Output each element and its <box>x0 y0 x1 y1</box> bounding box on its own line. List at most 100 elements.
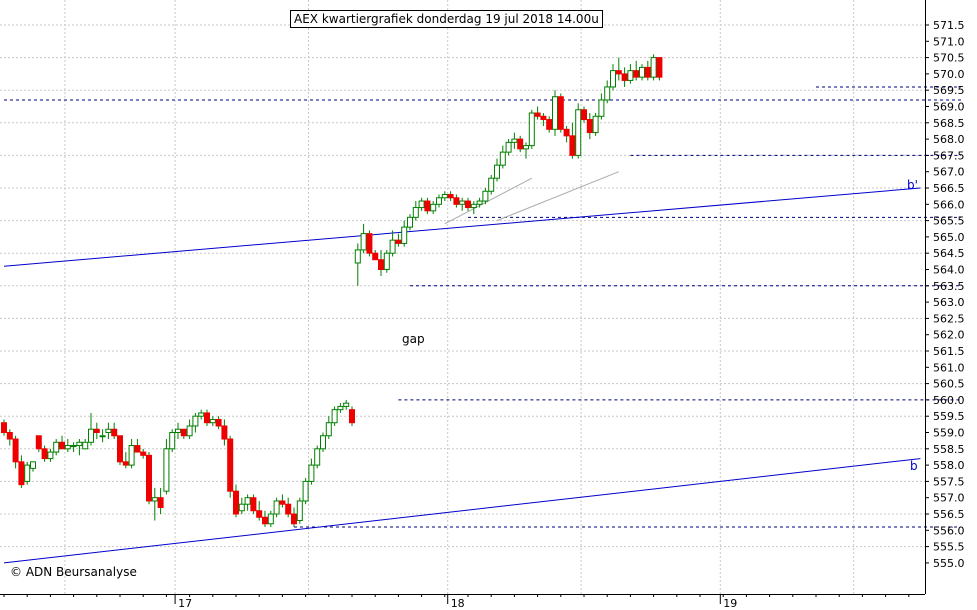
candle-body <box>517 138 524 150</box>
candle <box>424 197 431 215</box>
candle <box>592 113 599 136</box>
candle <box>401 220 408 247</box>
candle-body <box>598 99 605 117</box>
candle-body <box>30 461 36 469</box>
candle-body <box>175 428 181 433</box>
candle <box>418 197 425 211</box>
candle <box>6 429 13 446</box>
trendline-b-label: b <box>910 459 918 473</box>
candle <box>302 478 309 505</box>
candle-body <box>453 197 460 205</box>
y-axis-ticks: 555.0 555.5 556.0 556.5 557.0 557.5 558.0 558.5… <box>925 19 965 570</box>
y-tick-label: 563.5 <box>933 280 965 293</box>
candle <box>615 57 622 81</box>
candle <box>296 497 303 524</box>
candle-body <box>314 448 321 466</box>
y-tick-label: 563.0 <box>933 296 965 309</box>
y-tick-label: 558.0 <box>933 459 965 472</box>
candle-body <box>395 239 402 244</box>
candle-body <box>215 418 222 427</box>
candle <box>511 132 518 149</box>
candle-body <box>482 190 489 202</box>
x-day-label: 17 <box>178 597 192 610</box>
candle-body <box>430 203 437 212</box>
candle <box>627 64 634 84</box>
candle <box>581 106 587 123</box>
candle-body <box>470 203 477 209</box>
candle-body <box>64 445 71 450</box>
candle-body <box>18 461 25 486</box>
candle-body <box>221 425 228 440</box>
candle <box>82 439 89 450</box>
candle-body <box>6 432 13 440</box>
candle <box>436 194 442 208</box>
y-tick-label: 560.0 <box>933 394 965 407</box>
candle <box>610 64 616 91</box>
candle-body <box>488 177 495 192</box>
candle <box>523 142 529 159</box>
candle-body <box>227 438 234 492</box>
grid <box>0 0 925 594</box>
candle <box>221 419 228 446</box>
candle <box>407 214 413 231</box>
candle-body <box>99 435 106 438</box>
candle-body <box>296 500 303 522</box>
gap-annotation: gap <box>402 332 425 346</box>
y-tick-label: 566.5 <box>933 182 965 195</box>
candle-body <box>615 70 622 75</box>
y-tick-label: 557.5 <box>933 475 965 488</box>
candle-body <box>308 464 315 482</box>
y-tick-label: 570.5 <box>933 52 965 65</box>
y-tick-label: 555.5 <box>933 541 965 554</box>
y-tick-label: 571.5 <box>933 19 965 32</box>
candle <box>575 103 582 159</box>
candle <box>256 500 263 521</box>
candle-body <box>627 70 634 81</box>
y-tick-label: 569.5 <box>933 84 965 97</box>
candle-body <box>511 138 518 143</box>
candle-body <box>465 200 471 209</box>
trendline-b-prime-label: b' <box>907 178 918 192</box>
candle <box>99 429 106 443</box>
candle <box>569 122 576 159</box>
candle-body <box>563 128 570 137</box>
candle-body <box>291 513 297 525</box>
candle-body <box>343 402 350 407</box>
candle-body <box>233 490 239 515</box>
candle-body <box>505 141 512 153</box>
candle <box>273 497 280 518</box>
candle-body <box>378 259 384 271</box>
candle <box>70 442 77 453</box>
candle-body <box>198 412 205 417</box>
candle-body <box>546 119 553 130</box>
candle-body <box>644 66 651 78</box>
candle <box>244 494 251 511</box>
candle <box>12 435 19 469</box>
candle-body <box>180 428 187 437</box>
candle-body <box>575 109 582 156</box>
candle-body <box>650 57 657 78</box>
candle <box>534 106 541 120</box>
candle-body <box>349 409 355 424</box>
candle-body <box>494 164 500 179</box>
candle-body <box>209 418 216 424</box>
candle <box>499 145 506 169</box>
candle <box>325 416 332 440</box>
candle-body <box>244 497 251 505</box>
candle <box>18 455 25 488</box>
chart-title: AEX kwartiergrafiek donderdag 19 jul 201… <box>290 10 603 28</box>
candle <box>517 135 524 153</box>
candle-body <box>604 86 611 101</box>
candle <box>250 494 257 514</box>
x-day-label: 18 <box>451 597 465 610</box>
candle-body <box>436 197 442 205</box>
candle <box>192 412 199 433</box>
candle-body <box>656 57 663 78</box>
y-tick-label: 570.0 <box>933 68 965 81</box>
candle-body <box>540 115 547 121</box>
candle <box>320 432 326 453</box>
y-tick-label: 565.5 <box>933 215 965 228</box>
candle <box>488 174 495 195</box>
candle-body <box>169 432 176 450</box>
